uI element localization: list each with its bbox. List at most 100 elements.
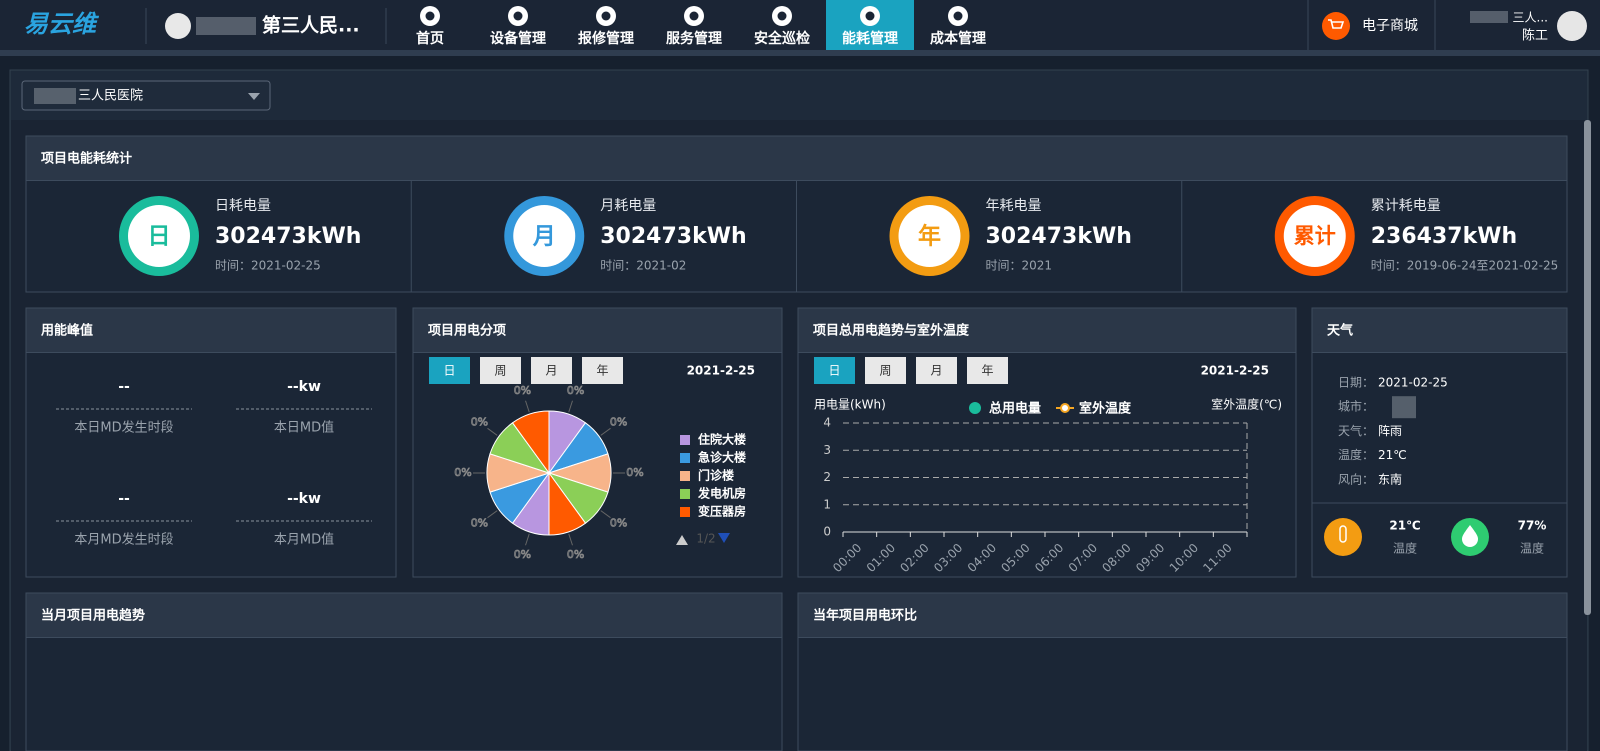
legend-swatch[interactable] [680, 507, 690, 517]
weather-value: 东南 [1378, 471, 1402, 486]
card-label: 日耗电量 [215, 198, 271, 214]
blurred-text [1392, 396, 1416, 419]
slice-label: 0% [567, 384, 584, 397]
weather-label: 天气： [1338, 423, 1374, 438]
period-tab-label[interactable]: 周 [494, 364, 506, 378]
panel-title: 当月项目用电趋势 [41, 608, 145, 624]
shop-link[interactable]: 电子商城 [1362, 18, 1418, 34]
panel-title: 天气 [1327, 323, 1353, 339]
period-tab[interactable] [814, 357, 855, 384]
thermometer-glyph [1339, 525, 1347, 543]
peak-value: -- [118, 491, 130, 507]
period-tab[interactable] [582, 357, 623, 384]
slice-label: 0% [471, 415, 488, 428]
legend-swatch[interactable] [680, 453, 690, 463]
selector-value[interactable]: 三人民医院 [78, 89, 143, 104]
card-time: 时间：2021-02-25 [215, 259, 321, 273]
panel-header [26, 593, 782, 638]
nav-item[interactable]: 首页 [416, 30, 444, 47]
logo[interactable]: 易云维 [24, 10, 100, 38]
user-name[interactable]: 陈工 [1522, 28, 1548, 44]
card-time: 时间：2019-06-24至2021-02-25 [1371, 259, 1558, 273]
temperature-icon [1324, 518, 1362, 556]
card-icon-text: 日 [148, 224, 171, 250]
nav-item[interactable]: 设备管理 [490, 30, 546, 47]
y-tick-label: 0 [823, 525, 831, 539]
blurred-text [1470, 11, 1508, 23]
legend-label[interactable]: 室外温度 [1079, 401, 1132, 417]
dropdown-arrow[interactable] [248, 93, 260, 100]
legend-dot[interactable] [1060, 403, 1070, 413]
label-leader [568, 400, 573, 413]
legend-page-next[interactable] [718, 533, 730, 543]
chart-date: 2021-2-25 [1201, 364, 1269, 378]
label-leader [525, 400, 530, 413]
slice-label: 0% [454, 466, 471, 479]
panel-header [413, 308, 782, 353]
y2-axis-title: 室外温度(℃) [1211, 397, 1282, 412]
card-core [1283, 205, 1346, 267]
nav-icon-glyph [689, 11, 699, 21]
period-tab-label[interactable]: 日 [443, 364, 455, 378]
period-tab[interactable] [916, 357, 957, 384]
humidity-label: 温度 [1520, 541, 1544, 556]
nav-item[interactable]: 安全巡检 [754, 30, 810, 47]
legend-label[interactable]: 发电机房 [697, 486, 746, 501]
card-value: 302473kWh [600, 224, 746, 249]
card-label: 年耗电量 [986, 198, 1042, 214]
weather-value: 2021-02-25 [1378, 376, 1448, 390]
label-leader [487, 510, 498, 519]
period-tab[interactable] [531, 357, 572, 384]
legend-label[interactable]: 总用电量 [989, 401, 1041, 417]
period-tab[interactable] [967, 357, 1008, 384]
label-leader [568, 533, 573, 546]
nav-item[interactable]: 报修管理 [578, 30, 634, 47]
nav-item[interactable]: 成本管理 [930, 30, 986, 47]
panel-header [26, 136, 1567, 181]
slice-label: 0% [567, 548, 584, 561]
nav-icon-glyph [865, 11, 875, 21]
period-tab-label[interactable]: 日 [828, 364, 840, 378]
legend-swatch[interactable] [680, 489, 690, 499]
card-value: 302473kWh [215, 224, 361, 249]
slice-label: 0% [626, 466, 643, 479]
legend-dot[interactable] [969, 402, 981, 414]
slice-label: 0% [471, 517, 488, 530]
period-tab-label[interactable]: 月 [545, 364, 557, 378]
period-tab-label[interactable]: 年 [596, 364, 608, 378]
nav-item[interactable]: 服务管理 [666, 30, 722, 47]
y-tick-label: 4 [823, 416, 831, 430]
y-tick-label: 2 [823, 470, 831, 484]
legend-label[interactable]: 变压器房 [698, 504, 746, 519]
chart-date: 2021-2-25 [687, 364, 755, 378]
legend-label[interactable]: 住院大楼 [698, 432, 746, 447]
project-selector[interactable] [21, 80, 271, 111]
slice-label: 0% [610, 517, 627, 530]
user-avatar[interactable] [1557, 11, 1587, 41]
period-tab-label[interactable]: 月 [930, 364, 942, 378]
nav-icon-glyph [601, 11, 611, 21]
nav-icon-glyph [953, 11, 963, 21]
legend-swatch[interactable] [680, 435, 690, 445]
period-tab[interactable] [429, 357, 470, 384]
legend-label[interactable]: 门诊楼 [698, 468, 734, 483]
label-leader [525, 533, 530, 546]
legend-swatch[interactable] [680, 471, 690, 481]
user-org[interactable]: 三人... [1513, 11, 1548, 25]
legend-label[interactable]: 急诊大楼 [698, 450, 746, 465]
period-tab[interactable] [865, 357, 906, 384]
nav-item[interactable]: 能耗管理 [842, 30, 898, 47]
slice-label: 0% [514, 384, 531, 397]
card-icon-text: 月 [532, 224, 556, 250]
top-bar-edge [0, 50, 1600, 56]
period-tab[interactable] [480, 357, 521, 384]
cart-glyph [1328, 19, 1345, 29]
legend-page-prev[interactable] [676, 535, 688, 545]
panel-title: 项目电能耗统计 [41, 151, 132, 167]
card-time: 时间：2021 [986, 259, 1053, 273]
period-tab-label[interactable]: 年 [981, 364, 993, 378]
period-tab-label[interactable]: 周 [879, 364, 891, 378]
shop-icon[interactable] [1322, 12, 1350, 40]
